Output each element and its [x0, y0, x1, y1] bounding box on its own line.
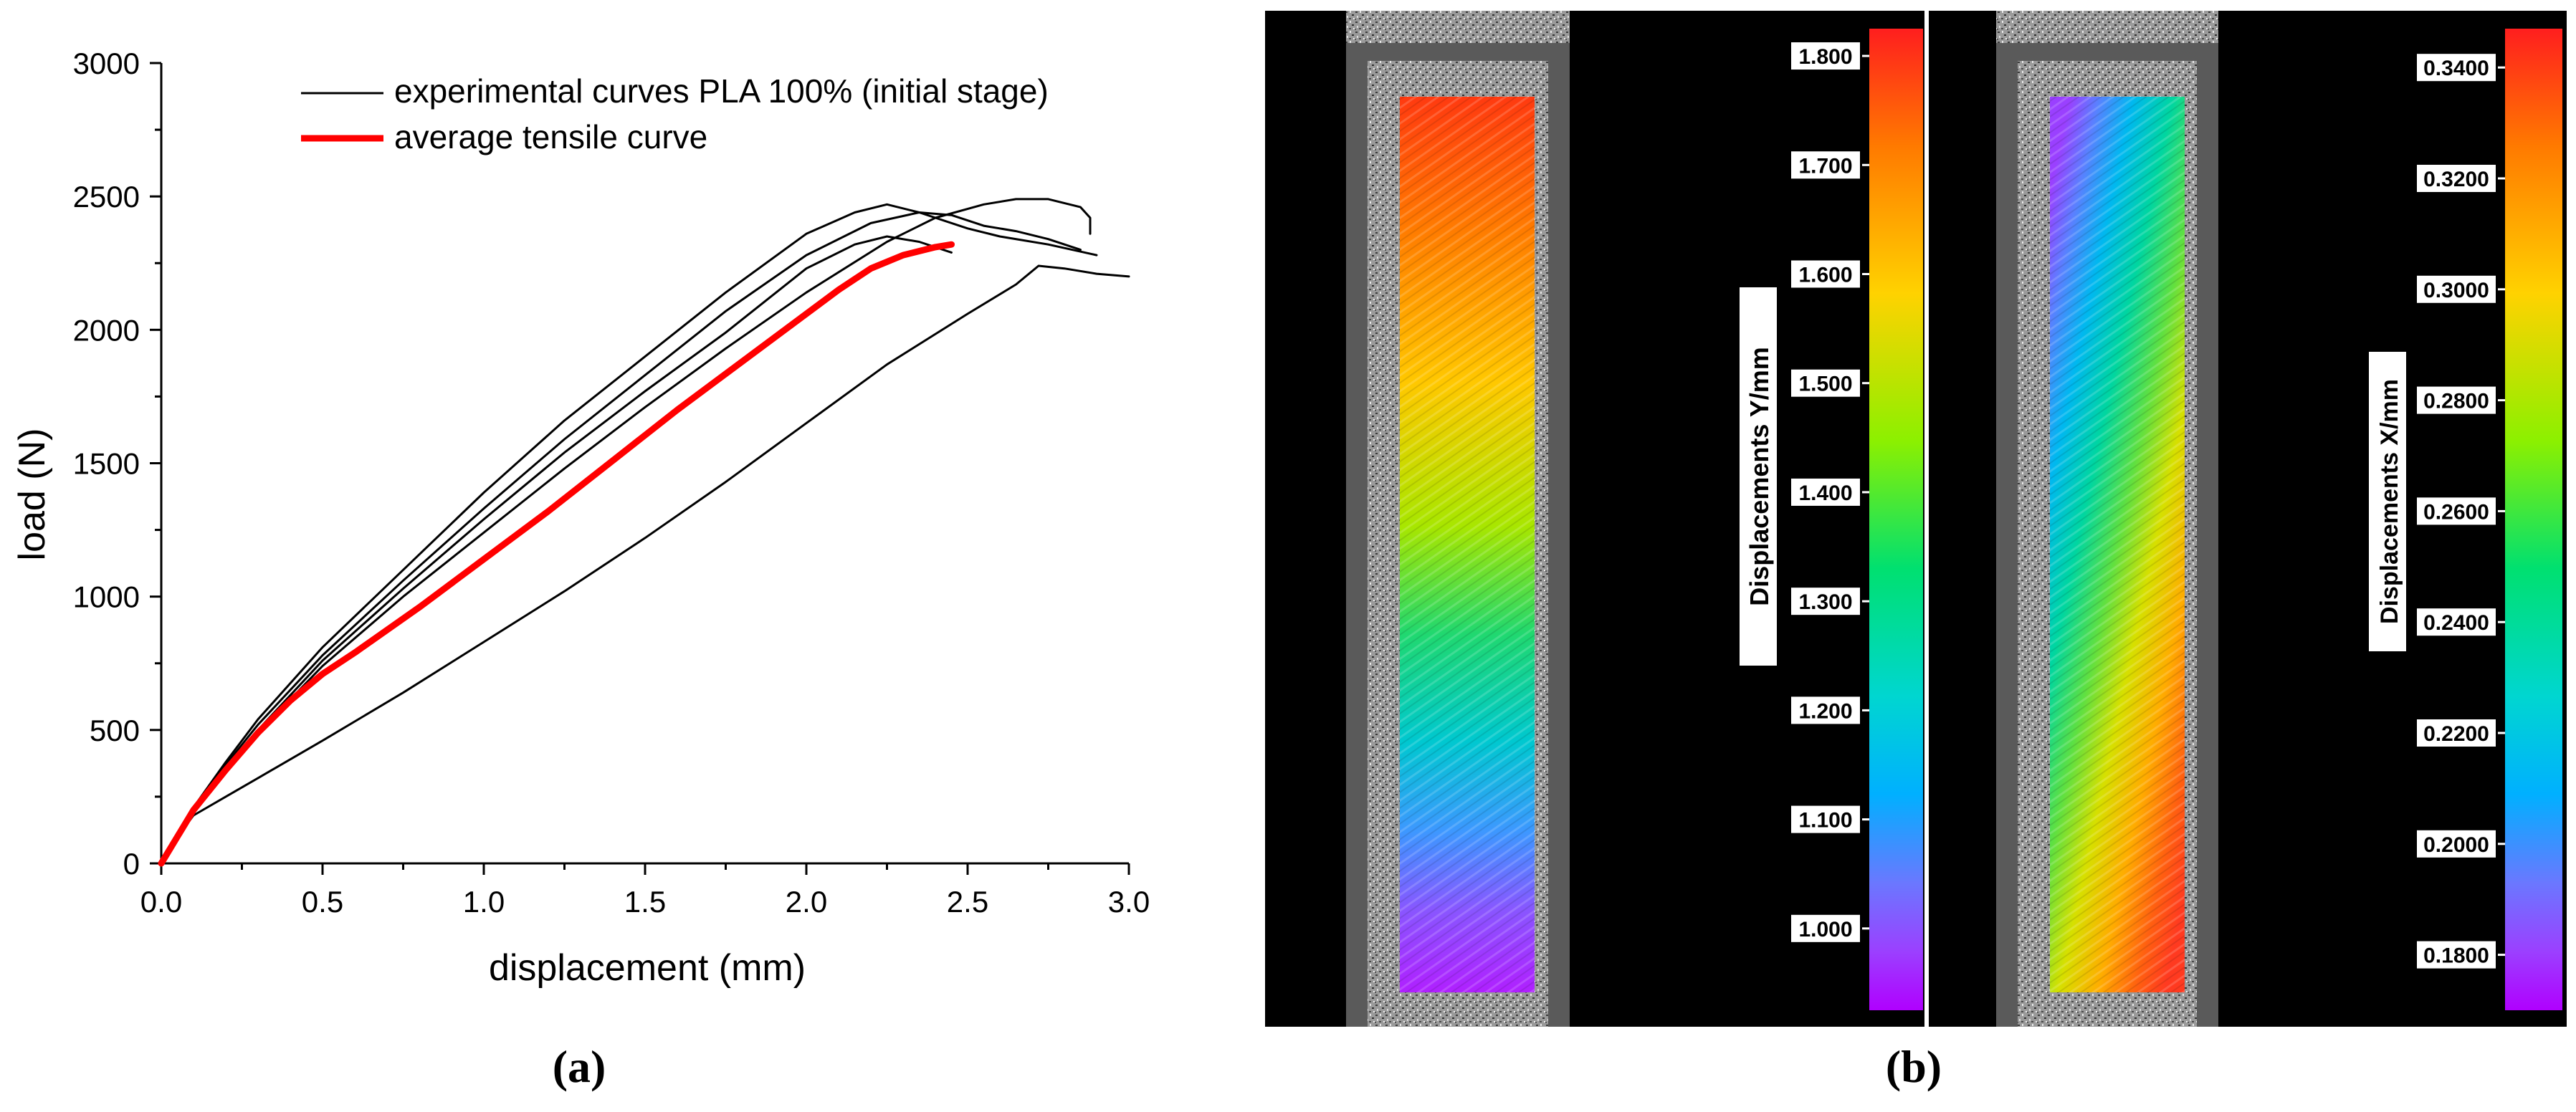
colorbar-tick-label: 0.3200 [2423, 168, 2489, 191]
colorbar-tick-label: 1.300 [1798, 590, 1852, 614]
colorbar-tick-box [1790, 913, 1861, 944]
y-tick-label: 2500 [73, 180, 140, 214]
colorbar-tick-label: 1.700 [1798, 154, 1852, 178]
chart-legend: experimental curves PLA 100% (initial st… [301, 72, 1049, 155]
x-tick-label: 1.0 [463, 885, 505, 919]
colorbar-tick-box [2415, 496, 2497, 527]
legend-label-experimental: experimental curves PLA 100% (initial st… [394, 72, 1049, 110]
colorbar-y [1869, 29, 1923, 1010]
colorbar-tick-label: 1.800 [1798, 45, 1852, 69]
displacement-map-y: 1.800 1.700 1.600 1.500 1.400 1.300 1.200 1.100… [1265, 11, 1924, 1027]
series-experimental-curve-1 [160, 203, 1098, 865]
colorbar-tick-box [2415, 163, 2497, 193]
colorbar-tick-box [2415, 52, 2497, 83]
colorbar-x [2505, 29, 2562, 1010]
colorbar-tick-box [2415, 385, 2497, 416]
colorbar-tick-label: 1.100 [1798, 809, 1852, 833]
colorbar-tick-label: 0.2800 [2423, 390, 2489, 413]
y-tick-label: 0 [123, 847, 140, 881]
colorbar-tick-box [2415, 274, 2497, 305]
panel-label-a: (a) [553, 1041, 606, 1092]
panel-label-b: (b) [1886, 1041, 1942, 1092]
colorbar-tick-box [1790, 41, 1861, 72]
x-axis-title: displacement (mm) [489, 947, 806, 989]
colorbar-tick-label: 0.3000 [2423, 279, 2489, 302]
chart-ticks: 0.0 0.5 1.0 1.5 2.0 2.5 3.0 0 500 1000 1500 2000 250… [73, 47, 1150, 919]
colorbar-tick-label: 1.400 [1798, 481, 1852, 505]
speckle-overlay-y [1400, 97, 1535, 992]
speckle-overlay-x [2050, 97, 2185, 992]
y-axis-title: load (N) [11, 428, 53, 561]
colorbar-title-x: Displacements X/mm [2367, 350, 2408, 653]
colorbar-title-box [2367, 350, 2408, 653]
colorbar-tick-box [1790, 695, 1861, 726]
colorbar-title-box [1738, 286, 1778, 667]
y-tick-label: 1500 [73, 447, 140, 481]
y-tick-label: 2000 [73, 313, 140, 347]
colorbar-tick-box [2415, 939, 2497, 970]
colorbar-tick-box [1790, 476, 1861, 507]
series-experimental-curve-2 [160, 211, 1082, 865]
colorbar-tick-box [2415, 717, 2497, 748]
colorbar-tick-label: 0.2200 [2423, 722, 2489, 746]
colorbar-tick-box [2415, 607, 2497, 638]
colorbar-title-y: Displacements Y/mm [1738, 286, 1778, 667]
colorbar-tick-label: 0.2600 [2423, 500, 2489, 524]
displacement-maps: 1.800 1.700 1.600 1.500 1.400 1.300 1.200 1.100… [1265, 11, 2567, 1092]
colorbar-tick-box [2415, 828, 2497, 859]
y-tick-label: 500 [90, 714, 140, 747]
colorbar-ticks-y: 1.800 1.700 1.600 1.500 1.400 1.300 1.200 1.100… [1790, 41, 1869, 944]
colorbar-tick-label: 1.000 [1798, 918, 1852, 941]
x-tick-label: 0.5 [302, 885, 343, 919]
legend-label-average: average tensile curve [394, 118, 707, 155]
x-tick-label: 2.5 [947, 885, 988, 919]
x-tick-label: 2.0 [786, 885, 827, 919]
displacement-map-x: 0.3400 0.3200 0.3000 0.2800 0.2600 0.2400 0.22… [1929, 11, 2567, 1027]
colorbar-tick-box [1790, 150, 1861, 181]
series-experimental-curve-5 [160, 264, 1130, 865]
chart-axes [160, 63, 1129, 865]
colorbar-tick-label: 1.600 [1798, 264, 1852, 287]
colorbar-title-text: Displacements Y/mm [1745, 347, 1774, 606]
colorbar-tick-box [1790, 259, 1861, 289]
colorbar-tick-label: 0.3400 [2423, 57, 2489, 80]
colorbar-tick-label: 0.1800 [2423, 944, 2489, 968]
series-experimental-curve-3 [160, 235, 953, 865]
colorbar-tick-label: 1.500 [1798, 373, 1852, 396]
colorbar-ticks-x: 0.3400 0.3200 0.3000 0.2800 0.2600 0.2400 0.22… [2415, 52, 2505, 970]
load-displacement-chart: 0.0 0.5 1.0 1.5 2.0 2.5 3.0 0 500 1000 1500 2000 250… [11, 47, 1150, 1092]
x-tick-label: 3.0 [1108, 885, 1150, 919]
x-tick-label: 0.0 [140, 885, 182, 919]
colorbar-tick-box [1790, 586, 1861, 617]
colorbar-tick-label: 0.2000 [2423, 833, 2489, 857]
colorbar-tick-label: 1.200 [1798, 699, 1852, 723]
colorbar-tick-label: 0.2400 [2423, 611, 2489, 635]
colorbar-tick-box [1790, 804, 1861, 835]
x-tick-label: 1.5 [624, 885, 666, 919]
colorbar-tick-box [1790, 368, 1861, 398]
chart-series [158, 198, 1130, 867]
colorbar-title-text: Displacements X/mm [2376, 379, 2403, 624]
series-experimental-curve-4 [160, 198, 1092, 865]
y-tick-label: 1000 [73, 580, 140, 614]
series-average-tensile-curve [158, 241, 955, 867]
y-tick-label: 3000 [73, 47, 140, 80]
map-divider [1924, 11, 1929, 1027]
